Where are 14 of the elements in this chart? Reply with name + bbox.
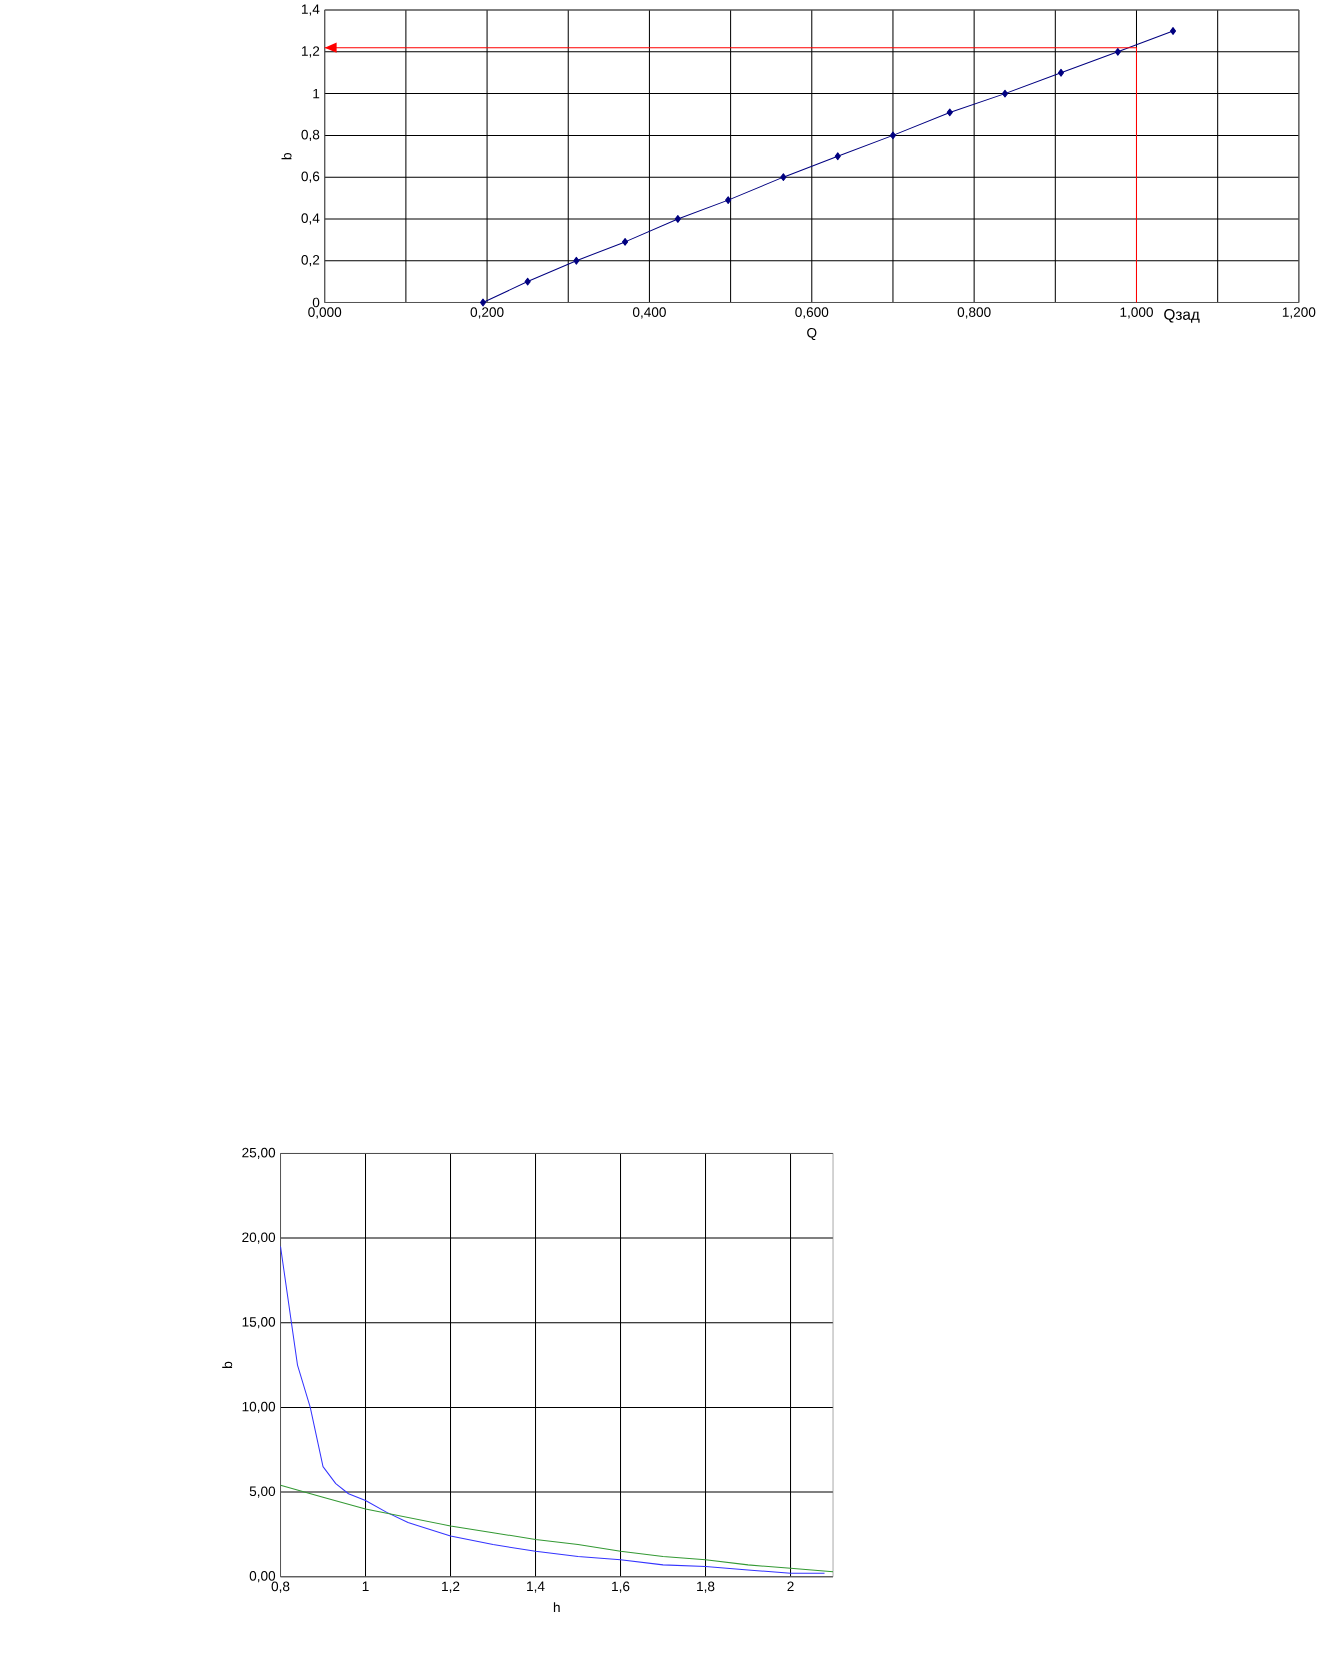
point [1114,47,1121,56]
point [573,256,580,265]
point [1169,27,1176,35]
point [524,277,531,286]
point [889,131,896,140]
point [674,215,681,223]
point [834,152,841,161]
point [724,196,732,205]
point [1057,68,1064,77]
point [780,173,787,182]
point [479,298,486,307]
point [946,108,953,117]
point [621,237,628,246]
point [1001,89,1008,98]
